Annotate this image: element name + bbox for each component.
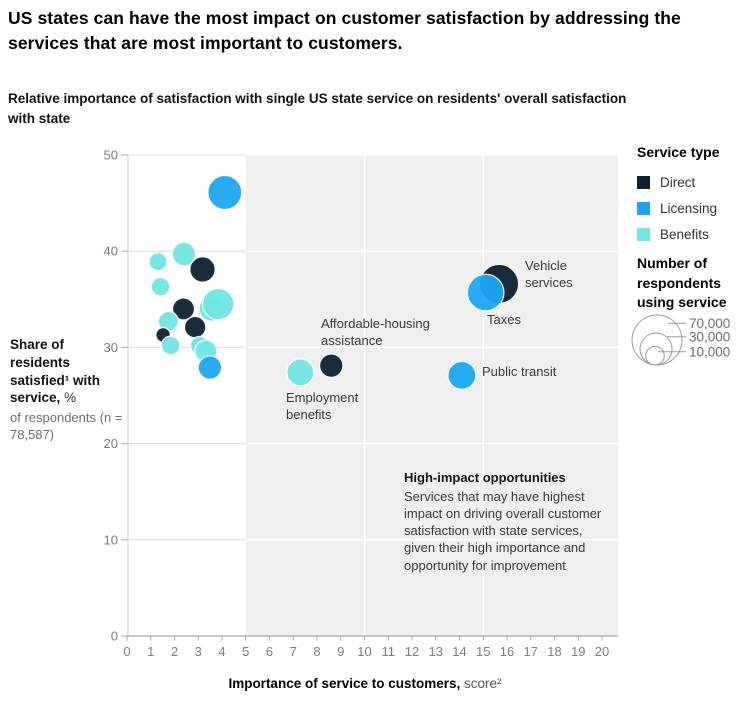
x-tick-label: 15 <box>476 644 490 659</box>
bubble-service <box>201 287 235 321</box>
legend-item-licensing: Licensing <box>637 201 720 216</box>
x-tick-label: 18 <box>547 644 561 659</box>
high-impact-annotation: High-impact opportunities Services that … <box>404 470 610 574</box>
bubble-chart: 0 1 2 3 4 5 6 7 8 9 10 11 12 13 14 15 16 17 18 19 2001020304… <box>104 148 618 660</box>
annotation-title: High-impact opportunities <box>404 470 566 485</box>
bubble-service <box>171 241 197 267</box>
legend-item-label: Licensing <box>660 201 718 216</box>
bubble-service <box>197 355 223 380</box>
x-tick-label: 19 <box>571 644 585 659</box>
y-tick-label: 20 <box>104 436 118 451</box>
x-tick-label: 0 <box>123 644 130 659</box>
bubble-service <box>183 315 207 339</box>
x-tick-label: 4 <box>218 644 225 659</box>
x-tick-label: 3 <box>195 644 202 659</box>
y-tick-label: 0 <box>111 629 118 644</box>
size-label-70000: 70,000 <box>689 316 730 331</box>
service-type-legend: Service type Direct Licensing Benefits <box>637 144 720 253</box>
benefits-swatch <box>637 228 650 241</box>
bubble-service <box>148 252 168 272</box>
x-axis-label-bold: Importance of service to customers, <box>228 676 461 691</box>
size-legend: 70,000 30,000 10,000 <box>631 314 730 366</box>
label-employment-benefits: Employment benefits <box>286 390 359 422</box>
x-axis-label: Importance of service to customers, scor… <box>127 676 603 691</box>
bubble-employment-benefits <box>286 358 315 387</box>
x-tick-label: 11 <box>382 644 396 659</box>
legend-title: Service type <box>637 144 720 160</box>
shaded-region <box>245 155 618 636</box>
chart-subtitle: Relative importance of satisfaction with… <box>8 91 627 126</box>
label-public-transit: Public transit <box>482 364 557 379</box>
y-axis-label-bold: Share of residents satisfied¹ with servi… <box>10 337 101 406</box>
exhibit-title: US states can have the most impact on cu… <box>8 8 681 53</box>
x-tick-label: 13 <box>429 644 443 659</box>
bubbles <box>148 174 520 390</box>
x-tick-label: 16 <box>500 644 514 659</box>
y-axis-label: Share of residents satisfied¹ with servi… <box>10 336 124 444</box>
x-tick-label: 8 <box>313 644 320 659</box>
bubble-public-transit <box>447 360 477 390</box>
x-tick-label: 1 <box>147 644 154 659</box>
x-tick-label: 14 <box>452 644 466 659</box>
size-circle-30000 <box>639 332 673 366</box>
x-tick-label: 2 <box>171 644 178 659</box>
x-tick-label: 12 <box>405 644 419 659</box>
size-legend-title: Number of respondents using service <box>637 255 727 311</box>
x-tick-label: 5 <box>242 644 249 659</box>
tick-labels: 0 1 2 3 4 5 6 7 8 9 10 11 12 13 14 15 16 17 18 19 2001020304… <box>104 148 610 660</box>
annotation-body: Services that may have highest impact on… <box>404 489 602 573</box>
y-axis-label-unit: % <box>64 390 77 406</box>
bubble-taxes <box>466 273 505 312</box>
legend-item-label: Direct <box>660 175 696 190</box>
label-vehicle-services: Vehicle services <box>525 258 573 290</box>
size-legend-circles <box>631 314 686 366</box>
label-affordable-housing-assistance: Affordable-housing assistance <box>321 316 430 348</box>
gridlines <box>127 154 618 636</box>
highlight-region <box>245 155 618 636</box>
direct-swatch <box>637 176 650 189</box>
y-tick-label: 30 <box>104 340 118 355</box>
size-circle-10000 <box>645 345 665 366</box>
size-circle-70000 <box>631 314 683 366</box>
size-legend-labels: 70,000 30,000 10,000 <box>689 316 730 359</box>
y-tick-label: 10 <box>104 532 118 547</box>
x-tick-label: 10 <box>357 644 371 659</box>
bubble-service <box>207 174 243 211</box>
legend-item-benefits: Benefits <box>637 227 720 242</box>
y-tick-label: 50 <box>104 148 118 163</box>
x-tick-label: 6 <box>266 644 273 659</box>
x-tick-label: 17 <box>524 644 538 659</box>
bubble-service <box>189 256 216 283</box>
size-label-30000: 30,000 <box>689 329 730 344</box>
x-tick-label: 20 <box>595 644 609 659</box>
axes <box>121 154 618 641</box>
size-label-10000: 10,000 <box>689 344 730 359</box>
y-axis-note: of respondents (n = 78,587) <box>10 410 123 443</box>
legend-item-direct: Direct <box>637 175 720 190</box>
bubble-service <box>171 297 196 321</box>
bubble-service <box>160 335 181 356</box>
x-tick-label: 7 <box>290 644 297 659</box>
licensing-swatch <box>637 202 650 215</box>
label-taxes: Taxes <box>487 312 521 327</box>
x-tick-label: 9 <box>337 644 344 659</box>
bubble-affordable-housing-assistance <box>318 353 344 379</box>
y-tick-label: 40 <box>104 244 118 259</box>
legend-item-label: Benefits <box>660 227 709 242</box>
bubble-service <box>150 276 171 297</box>
x-axis-label-unit: score² <box>464 676 502 691</box>
